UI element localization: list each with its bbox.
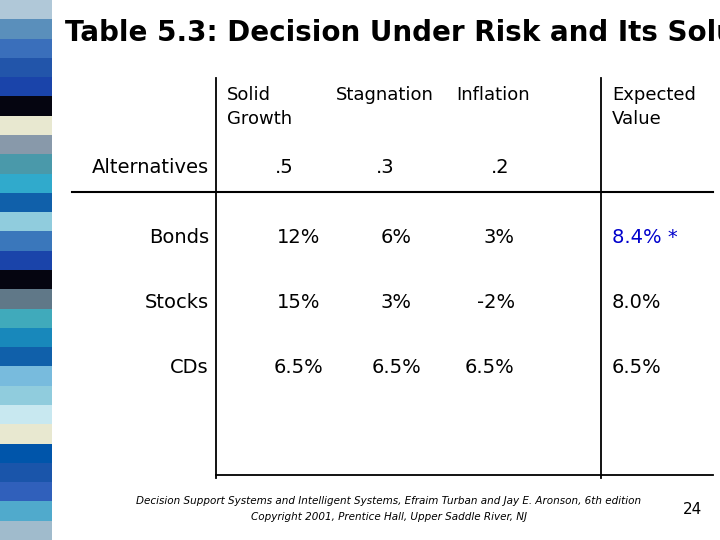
Text: Decision Support Systems and Intelligent Systems, Efraim Turban and Jay E. Arons: Decision Support Systems and Intelligent… <box>136 496 642 506</box>
Text: Stagnation: Stagnation <box>336 86 434 104</box>
Bar <box>0 289 52 308</box>
Text: .2: .2 <box>491 158 510 177</box>
Text: Solid: Solid <box>227 86 271 104</box>
Text: Stocks: Stocks <box>145 293 209 312</box>
Bar <box>0 19 52 38</box>
Text: 3%: 3% <box>380 293 412 312</box>
Bar <box>0 212 52 232</box>
Bar <box>0 251 52 270</box>
Bar <box>0 502 52 521</box>
Bar <box>0 77 52 97</box>
Text: .3: .3 <box>376 158 395 177</box>
Bar <box>0 193 52 212</box>
Text: Alternatives: Alternatives <box>91 158 209 177</box>
Text: 6%: 6% <box>380 228 412 247</box>
Text: 6.5%: 6.5% <box>274 357 324 377</box>
Text: Expected: Expected <box>612 86 696 104</box>
Bar <box>0 154 52 173</box>
Bar <box>0 521 52 540</box>
Text: 6.5%: 6.5% <box>612 357 662 377</box>
Text: Inflation: Inflation <box>456 86 530 104</box>
Bar <box>0 443 52 463</box>
Text: -2%: -2% <box>477 293 515 312</box>
Bar <box>0 232 52 251</box>
Bar <box>0 328 52 347</box>
Bar <box>0 386 52 405</box>
Bar <box>0 135 52 154</box>
Bar <box>0 482 52 502</box>
Bar <box>0 97 52 116</box>
Bar <box>0 424 52 443</box>
Text: Growth: Growth <box>227 110 292 128</box>
Text: Value: Value <box>612 110 662 128</box>
Bar <box>0 347 52 367</box>
Bar <box>0 367 52 386</box>
Bar <box>0 308 52 328</box>
Text: Copyright 2001, Prentice Hall, Upper Saddle River, NJ: Copyright 2001, Prentice Hall, Upper Sad… <box>251 512 527 522</box>
Text: 24: 24 <box>683 502 702 517</box>
Text: 3%: 3% <box>484 228 515 247</box>
Bar <box>0 0 52 19</box>
Bar <box>0 173 52 193</box>
Text: CDs: CDs <box>170 357 209 377</box>
Text: 8.0%: 8.0% <box>612 293 662 312</box>
Text: 6.5%: 6.5% <box>371 357 421 377</box>
Text: Table 5.3: Decision Under Risk and Its Solution: Table 5.3: Decision Under Risk and Its S… <box>65 19 720 47</box>
Text: .5: .5 <box>275 158 294 177</box>
Text: 15%: 15% <box>277 293 320 312</box>
Text: 8.4% *: 8.4% * <box>612 228 678 247</box>
Bar <box>0 38 52 58</box>
Text: 6.5%: 6.5% <box>465 357 515 377</box>
Bar <box>0 463 52 482</box>
Text: 12%: 12% <box>277 228 320 247</box>
Bar <box>0 270 52 289</box>
Bar <box>0 58 52 77</box>
Bar <box>0 405 52 424</box>
Bar <box>0 116 52 135</box>
Text: Bonds: Bonds <box>148 228 209 247</box>
